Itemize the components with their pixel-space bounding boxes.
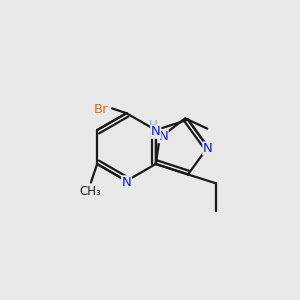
Text: N: N [158,130,168,142]
Text: N: N [203,142,213,155]
Text: N: N [151,125,160,138]
Text: N: N [122,176,131,189]
Text: Br: Br [94,103,109,116]
Text: CH₃: CH₃ [80,185,101,198]
Text: H: H [149,119,158,132]
